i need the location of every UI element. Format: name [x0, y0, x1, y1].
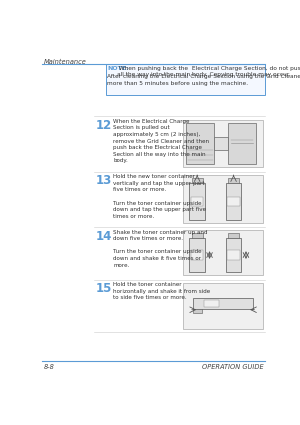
Bar	[186, 122, 214, 164]
Bar	[214, 137, 228, 150]
Text: OPERATION GUIDE: OPERATION GUIDE	[202, 364, 264, 371]
Bar	[193, 298, 253, 309]
Bar	[183, 230, 263, 275]
Bar	[228, 178, 239, 183]
Bar	[226, 238, 241, 272]
Text: 12: 12	[96, 119, 112, 132]
Bar	[226, 183, 241, 220]
Bar	[189, 183, 205, 220]
Bar	[227, 250, 240, 260]
Text: 13: 13	[96, 174, 112, 187]
Bar	[192, 178, 203, 183]
Text: Hold the toner container
horizontally and shake it from side
to side five times : Hold the toner container horizontally an…	[113, 282, 211, 300]
Text: NOTE:: NOTE:	[107, 65, 129, 71]
Text: 8-8: 8-8	[44, 364, 55, 371]
Bar	[228, 122, 256, 164]
Bar	[189, 238, 205, 272]
Text: After cleaning the Electrical Charge Section using the Grid Cleaner, wait
more t: After cleaning the Electrical Charge Sec…	[107, 74, 300, 85]
Bar	[228, 233, 239, 238]
Text: When pushing back the  Electrical Charge Section, do not push it
all the way int: When pushing back the Electrical Charge …	[117, 65, 300, 77]
Bar	[192, 233, 203, 238]
Bar	[191, 196, 203, 206]
Text: When the Electrical Charge
Section is pulled out
approximately 5 cm (2 inches),
: When the Electrical Charge Section is pu…	[113, 119, 210, 163]
Bar	[191, 250, 203, 260]
Text: 14: 14	[96, 230, 112, 243]
Text: Hold the new toner container
vertically and tap the upper part
five times or mor: Hold the new toner container vertically …	[113, 174, 206, 219]
Bar	[204, 300, 219, 307]
Bar	[183, 175, 263, 223]
Bar	[193, 309, 202, 313]
Bar	[183, 119, 263, 167]
Bar	[106, 64, 265, 95]
Bar	[183, 283, 263, 329]
Text: Maintenance: Maintenance	[44, 60, 87, 65]
Text: 15: 15	[96, 282, 112, 295]
Text: Shake the toner container up and
down five times or more.

Turn the toner contai: Shake the toner container up and down fi…	[113, 230, 208, 268]
Bar	[227, 196, 240, 206]
